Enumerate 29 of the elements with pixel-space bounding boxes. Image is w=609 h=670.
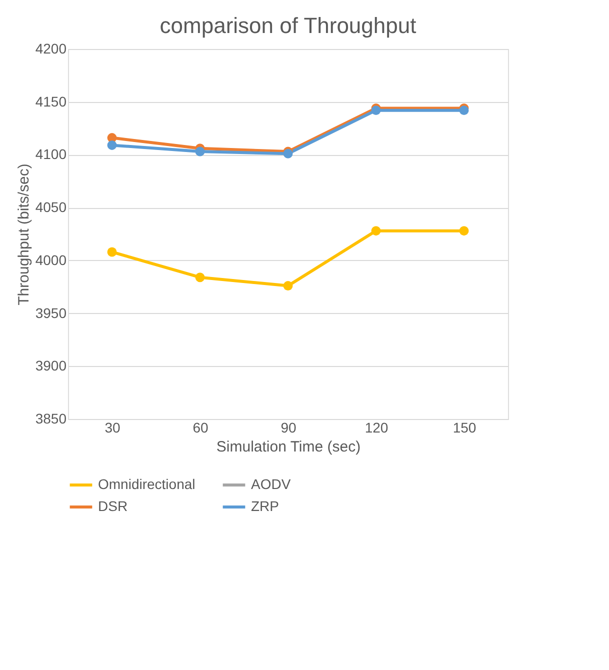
point: [107, 247, 117, 257]
x-tick-label: 30: [104, 420, 120, 436]
y-tick-label: 3900: [35, 358, 67, 374]
y-tick-label: 4100: [35, 146, 67, 162]
x-tick-label: 120: [364, 420, 388, 436]
y-tick-label: 3950: [35, 304, 67, 321]
y-tick-label: 4050: [35, 199, 67, 216]
legend-label: AODV: [251, 476, 292, 492]
legend-label: ZRP: [251, 498, 279, 514]
point: [195, 272, 205, 282]
point: [371, 106, 381, 116]
legend-label: Omnidirectional: [98, 476, 196, 492]
x-tick-label: 150: [452, 420, 476, 436]
point: [107, 140, 117, 150]
chart-title: comparison of Throughput: [160, 13, 416, 38]
x-axis-title: Simulation Time (sec): [216, 438, 361, 456]
y-tick-label: 4200: [35, 40, 67, 56]
y-axis-title: Throughput (bits/sec): [15, 164, 32, 306]
x-tick-label: 90: [280, 420, 296, 436]
y-tick-label: 4150: [35, 93, 67, 110]
x-tick-label: 60: [192, 420, 208, 436]
point: [459, 226, 469, 236]
y-tick-label: 3850: [35, 410, 67, 426]
point: [195, 146, 205, 156]
y-tick-label: 4000: [35, 252, 67, 268]
point: [459, 106, 469, 116]
point: [283, 281, 293, 291]
point: [371, 226, 381, 236]
legend-label: DSR: [98, 498, 128, 514]
